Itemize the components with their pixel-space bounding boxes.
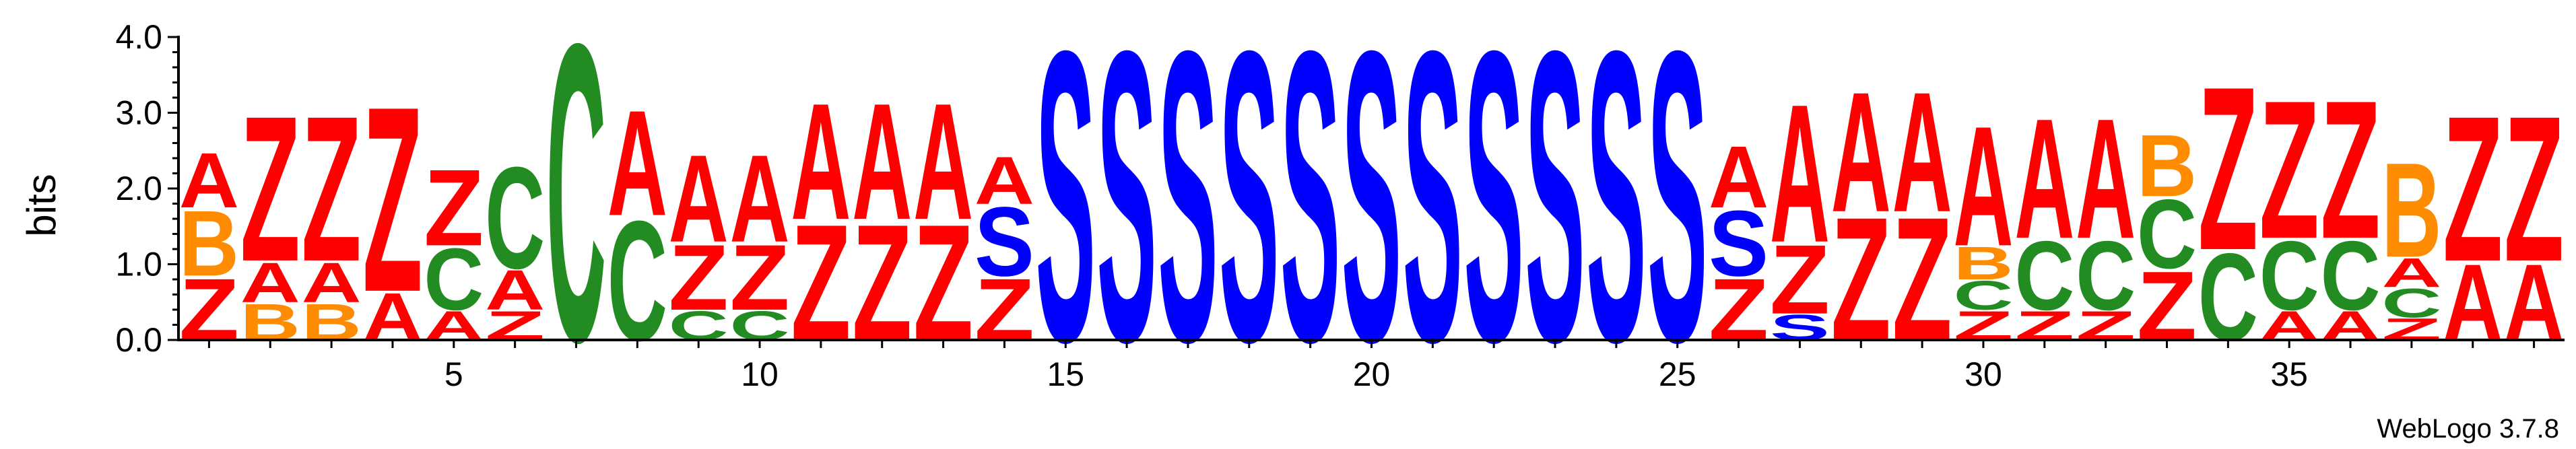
logo-glyph-s-pos-18: S (1219, 0, 1279, 428)
logo-glyph-z-pos-27: Z (1770, 224, 1830, 334)
x-tick-label-35: 35 (2270, 355, 2308, 393)
logo-glyph-a-pos-29: A (1892, 57, 1952, 248)
logo-glyph-b-pos-1: B (179, 191, 239, 296)
logo-glyph-a-pos-32: A (2076, 83, 2136, 275)
y-tick-label: 4.0 (115, 18, 162, 56)
logo-glyph-c-pos-7: C (546, 0, 606, 431)
logo-glyph-a-pos-3: A (302, 251, 362, 315)
logo-glyph-s-pos-15: S (1036, 0, 1096, 428)
logo-glyph-z-pos-2: Z (240, 73, 300, 305)
logo-glyph-c-pos-35: C (2259, 220, 2319, 331)
logo-glyph-z-pos-34: Z (2198, 38, 2258, 299)
logo-glyph-z-pos-38: Z (2443, 73, 2503, 305)
logo-glyph-c-pos-36: C (2321, 220, 2381, 331)
y-tick-label: 0.0 (115, 321, 162, 359)
x-tick-label-30: 30 (1964, 355, 2002, 393)
logo-glyph-b-pos-30: B (1953, 238, 2013, 290)
logo-glyph-a-pos-27: A (1770, 63, 1830, 283)
logo-glyph-c-pos-33: C (2137, 178, 2197, 289)
logo-glyph-z-pos-5: Z (424, 147, 484, 269)
weblogo-credit: WebLogo 3.7.8 (2377, 414, 2559, 444)
logo-glyph-z-pos-4: Z (362, 52, 422, 347)
logo-glyph-b-pos-33: B (2137, 116, 2197, 215)
logo-glyph-s-pos-22: S (1464, 0, 1524, 428)
x-tick-label-20: 20 (1353, 355, 1391, 393)
logo-glyph-s-pos-26: S (1709, 191, 1769, 296)
logo-glyph-s-pos-24: S (1586, 0, 1646, 428)
logo-glyph-c-pos-30: C (1953, 272, 2013, 318)
logo-glyph-c-pos-32: C (2076, 220, 2136, 331)
logo-glyph-a-pos-31: A (2014, 83, 2074, 275)
logo-glyph-s-pos-19: S (1280, 0, 1340, 428)
y-tick-label: 3.0 (115, 94, 162, 132)
x-tick-label-10: 10 (741, 355, 779, 393)
logo-glyph-a-pos-11: A (791, 70, 851, 254)
logo-glyph-s-pos-17: S (1158, 0, 1218, 428)
logo-glyph-s-pos-14: S (975, 186, 1034, 297)
logo-glyph-a-pos-6: A (485, 258, 545, 322)
logo-glyph-a-pos-37: A (2381, 250, 2441, 296)
logo-glyph-z-pos-9: Z (669, 226, 729, 330)
logo-glyph-a-pos-2: A (240, 251, 300, 315)
logo-glyph-a-pos-13: A (913, 70, 973, 254)
logo-glyph-s-pos-23: S (1525, 0, 1585, 428)
logo-glyph-c-pos-31: C (2014, 220, 2074, 331)
logo-glyph-a-pos-9: A (669, 130, 729, 269)
logo-glyph-a-pos-30: A (1953, 91, 2013, 282)
logo-glyph-c-pos-37: C (2381, 280, 2441, 326)
logo-glyph-b-pos-37: B (2381, 135, 2441, 286)
y-axis-label: bits (19, 174, 64, 236)
logo-glyph-z-pos-10: Z (730, 226, 790, 330)
logo-glyph-s-pos-25: S (1647, 0, 1707, 428)
logo-glyph-c-pos-6: C (485, 137, 545, 300)
logo-glyph-z-pos-3: Z (302, 73, 362, 305)
x-tick-label-25: 25 (1659, 355, 1696, 393)
y-tick-label: 1.0 (115, 246, 162, 283)
logo-glyph-a-pos-1: A (179, 138, 239, 225)
logo-glyph-a-pos-26: A (1709, 128, 1769, 226)
logo-glyph-s-pos-20: S (1342, 0, 1401, 428)
logo-glyph-z-pos-36: Z (2321, 61, 2381, 281)
logo-glyph-s-pos-21: S (1403, 0, 1463, 428)
logo-glyph-a-pos-12: A (852, 70, 912, 254)
logo-glyph-a-pos-8: A (607, 80, 667, 248)
logo-glyph-z-pos-39: Z (2504, 73, 2564, 305)
x-tick-label-5: 5 (444, 355, 463, 393)
x-tick-label-15: 15 (1047, 355, 1084, 393)
y-tick-label: 2.0 (115, 170, 162, 207)
logo-axes: 0.0 1.0 2.0 3.0 4.0 5 10 15 20 25 30 35 (115, 18, 2565, 393)
logo-glyph-s-pos-16: S (1097, 0, 1157, 428)
logo-glyph-a-pos-28: A (1831, 57, 1891, 248)
logo-glyph-a-pos-14: A (975, 143, 1034, 218)
logo-glyph-a-pos-10: A (730, 130, 790, 269)
logo-glyph-c-pos-5: C (424, 230, 484, 329)
logo-glyph-z-pos-35: Z (2259, 61, 2319, 281)
